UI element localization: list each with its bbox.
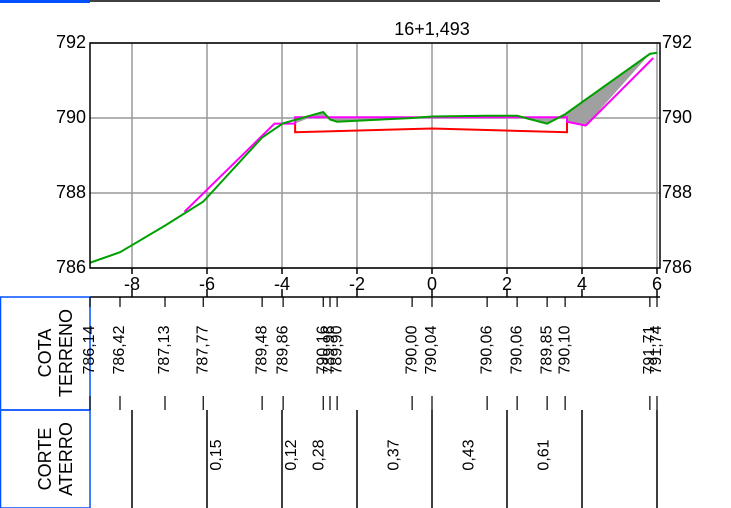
fill-volume-label: 0,12 (283, 439, 300, 470)
terrain-elevation-label: 790,10 (556, 325, 573, 374)
y-tick-label: 786 (662, 257, 692, 277)
y-tick-label: 790 (56, 107, 86, 127)
chart-title: 16+1,493 (394, 19, 470, 39)
header-bar (0, 0, 90, 3)
plot-border (89, 42, 661, 269)
fill-volume-label: 0,15 (208, 439, 225, 470)
x-tick-label: 4 (577, 274, 587, 294)
row-label: TERRENO (56, 309, 76, 397)
x-tick-label: 2 (502, 274, 512, 294)
cut-volume-label: 0,61 (536, 439, 553, 470)
terrain-elevation-label: 789,86 (274, 325, 291, 374)
terrain-elevation-label: 791,71 (641, 325, 658, 374)
y-tick-label: 788 (56, 182, 86, 202)
plot-area (90, 43, 660, 268)
terrain-elevation-label: 789,48 (253, 325, 270, 374)
cut-volume-label: 0,37 (386, 439, 403, 470)
y-tick-label: 790 (662, 107, 692, 127)
pavement-line (294, 121, 568, 134)
terrain-elevation-label: 790,06 (478, 325, 495, 374)
terrain-elevation-label: 787,13 (156, 325, 173, 374)
terrain-elevation-label: 790,06 (508, 325, 525, 374)
terrain-elevation-label: 789,90 (328, 325, 345, 374)
terrain-elevation-label: 786,42 (111, 325, 128, 374)
x-tick-label: -4 (274, 274, 290, 294)
row-label: COTA (35, 329, 55, 378)
terrain-elevation-label: 790,04 (423, 325, 440, 374)
terrain-elevation-label: 791,74 (648, 325, 665, 374)
y-tick-label: 788 (662, 182, 692, 202)
y-tick-label: 792 (662, 32, 692, 52)
row-label: ATERRO (56, 422, 76, 496)
cut-volume-label: 0,28 (311, 439, 328, 470)
terrain-elevation-label: 790,16 (314, 325, 331, 374)
y-tick-label: 792 (56, 32, 86, 52)
cut-fill-area (295, 53, 650, 126)
terrain-line (89, 51, 658, 264)
terrain-elevation-label: 790,00 (403, 325, 420, 374)
terrain-elevation-label: 787,77 (194, 325, 211, 374)
x-tick-label: 6 (652, 274, 662, 294)
x-tick-label: -8 (124, 274, 140, 294)
cut-volume-label: 0,43 (461, 439, 478, 470)
x-tick-label: -6 (199, 274, 215, 294)
y-tick-label: 786 (56, 257, 86, 277)
terrain-elevation-label: 789,96 (321, 325, 338, 374)
table-label-cell (0, 409, 91, 508)
x-tick-label: -2 (349, 274, 365, 294)
row-label: CORTE (35, 428, 55, 491)
terrain-elevation-label: 786,14 (81, 325, 98, 374)
terrain-elevation-label: 789,85 (538, 325, 555, 374)
x-tick-label: 0 (427, 274, 437, 294)
